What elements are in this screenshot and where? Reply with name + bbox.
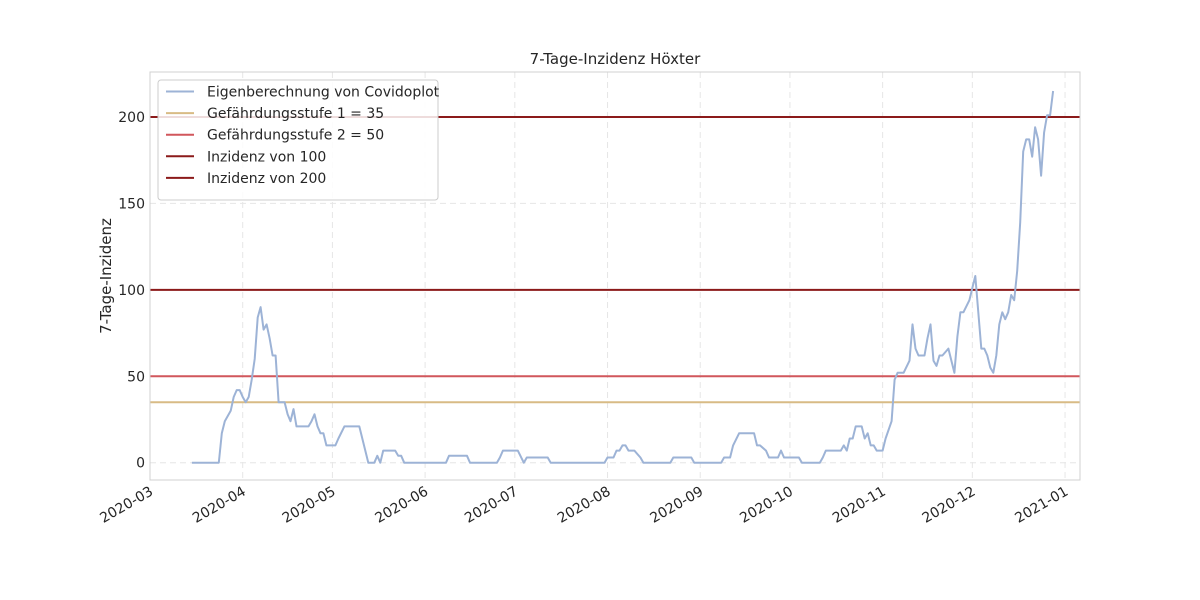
series-line-eigenberechnung (191, 90, 1055, 464)
legend-label: Inzidenz von 100 (207, 149, 326, 165)
y-axis-ticks: 0 50 100 150 200 (118, 110, 145, 472)
legend-label: Eigenberechnung von Covidoplot (207, 85, 440, 101)
chart-title: 7-Tage-Inzidenz Höxter (530, 50, 701, 68)
legend-label: Gefährdungsstufe 1 = 35 (207, 106, 384, 122)
legend: Eigenberechnung von Covidoplot Gefährdung… (157, 79, 440, 201)
legend-label: Gefährdungsstufe 2 = 50 (207, 128, 384, 144)
plot-frame (149, 71, 1081, 481)
y-tick-label: 200 (118, 110, 145, 126)
legend-label: Inzidenz von 200 (207, 171, 326, 187)
reference-lines (150, 115, 1080, 404)
legend-box (157, 79, 439, 201)
y-axis-label: 7-Tage-Inzidenz (97, 218, 115, 334)
y-tick-label: 150 (118, 196, 145, 212)
y-tick-label: 100 (118, 283, 145, 299)
y-tick-label: 50 (127, 369, 145, 385)
y-tick-label: 0 (136, 456, 145, 472)
